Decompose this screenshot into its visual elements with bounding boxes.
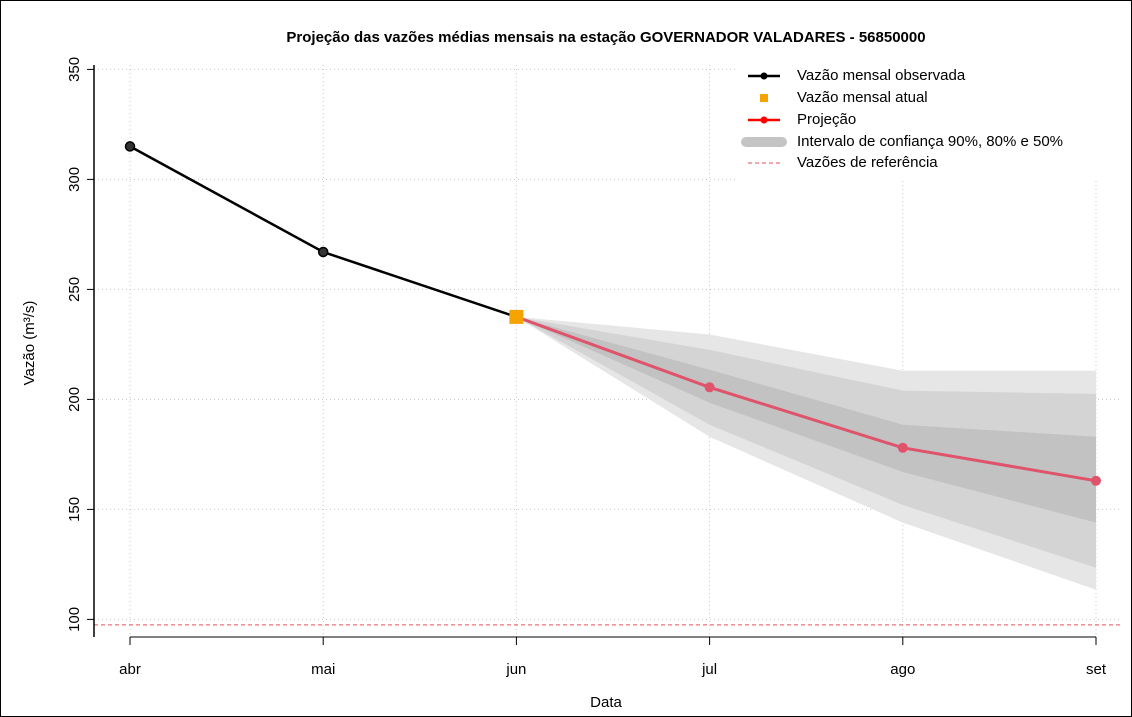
y-tick-label: 100 <box>66 607 83 632</box>
y-tick-label: 300 <box>66 167 83 192</box>
projection-point <box>897 442 908 453</box>
legend-label: Vazão mensal atual <box>797 89 928 106</box>
legend-label: Projeção <box>797 111 856 128</box>
legend-label: Vazões de referência <box>797 154 938 171</box>
observed-point <box>317 246 329 258</box>
x-tick-label: ago <box>890 661 915 678</box>
observed-point <box>124 141 136 152</box>
projection-line <box>515 315 1097 483</box>
chart-title: Projeção das vazões médias mensais na es… <box>286 29 925 46</box>
x-axis-label: Data <box>590 694 622 711</box>
x-tick-label: jun <box>505 661 526 678</box>
x-tick-label: set <box>1086 661 1107 678</box>
legend-label: Vazão mensal observada <box>797 67 966 84</box>
x-tick-label: abr <box>119 661 141 678</box>
y-axis-label: Vazão (m³/s) <box>21 301 38 386</box>
current-point <box>509 309 524 324</box>
legend-point <box>760 116 768 124</box>
legend-square <box>760 94 768 102</box>
legend-box <box>735 62 1120 180</box>
legend-point <box>760 72 768 80</box>
legend-label: Intervalo de confiança 90%, 80% e 50% <box>797 133 1063 150</box>
y-tick-label: 350 <box>66 57 83 82</box>
y-tick-label: 250 <box>66 277 83 302</box>
x-tick-label: mai <box>311 661 335 678</box>
projection-point <box>1091 475 1101 486</box>
y-tick-label: 200 <box>66 387 83 412</box>
x-tick-label: jul <box>701 661 717 678</box>
y-tick-label: 150 <box>66 497 83 522</box>
projection-point <box>704 382 715 393</box>
